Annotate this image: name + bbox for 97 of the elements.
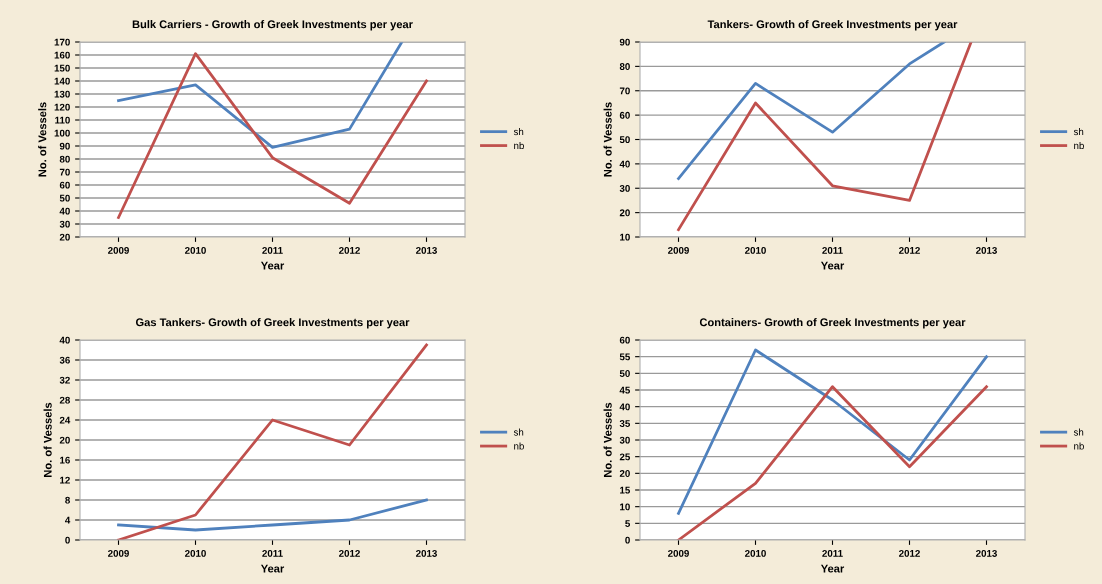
y-tick-label: 40	[59, 336, 70, 344]
y-tick-label: 32	[59, 376, 70, 384]
y-tick-label: 120	[54, 103, 70, 111]
x-tick-label: 2012	[339, 549, 360, 557]
y-tick-label: 24	[59, 416, 71, 424]
chart-title: Bulk Carriers - Growth of Greek Investments per year	[132, 20, 413, 31]
y-tick-label: 60	[619, 111, 630, 119]
y-tick-label: 30	[619, 436, 630, 444]
y-axis-title: No. of Vessels	[603, 402, 612, 477]
y-tick-label: 170	[54, 38, 70, 46]
y-tick-label: 10	[620, 233, 630, 241]
y-tick-label: 30	[619, 184, 630, 192]
x-tick-label: 2012	[339, 246, 360, 254]
y-tick-label: 15	[620, 486, 631, 494]
line-series	[117, 52, 428, 219]
legend-label: nb	[514, 141, 524, 150]
y-tick-label: 16	[60, 456, 70, 464]
x-tick-label: 2011	[262, 549, 283, 557]
x-tick-label: 2013	[416, 549, 437, 557]
x-tick-label: 2011	[822, 549, 843, 557]
y-tick-label: 70	[59, 168, 70, 176]
y-tick-label: 100	[54, 129, 70, 137]
y-tick-label: 110	[55, 116, 70, 124]
x-tick-label: 2011	[262, 246, 283, 254]
x-axis-title: Year	[820, 564, 845, 573]
y-tick-label: 140	[54, 77, 70, 85]
x-axis-title: Year	[820, 261, 845, 270]
x-tick-label: 2010	[745, 549, 766, 557]
x-tick-label: 2011	[822, 246, 843, 254]
y-tick-label: 50	[619, 136, 630, 144]
line-series	[117, 42, 404, 149]
chart-title: Tankers- Growth of Greek Investments per year	[707, 20, 958, 31]
y-tick-label: 20	[619, 209, 630, 217]
y-tick-label: 130	[54, 90, 70, 98]
y-tick-label: 40	[619, 160, 630, 168]
x-tick-label: 2010	[745, 246, 766, 254]
x-tick-label: 2013	[976, 549, 997, 557]
line-series	[677, 42, 973, 232]
y-tick-label: 20	[619, 470, 630, 477]
y-tick-label: 50	[59, 194, 70, 202]
y-tick-label: 70	[619, 87, 630, 95]
chart-title: Containers- Growth of Greek Investments per year	[699, 318, 966, 329]
y-tick-label: 12	[60, 476, 70, 484]
legend-label: nb	[514, 442, 524, 450]
x-tick-label: 2013	[976, 246, 997, 254]
y-tick-label: 10	[620, 503, 630, 511]
y-tick-label: 8	[65, 496, 70, 504]
x-tick-label: 2009	[668, 549, 689, 557]
y-tick-label: 80	[619, 63, 630, 70]
y-axis-title: No. of Vessels	[603, 102, 612, 177]
y-axis-title: No. of Vessels	[43, 402, 52, 477]
x-tick-label: 2012	[899, 549, 920, 557]
legend-label: sh	[513, 128, 524, 136]
legend-label: sh	[1073, 428, 1084, 436]
y-tick-label: 25	[619, 453, 631, 461]
y-tick-label: 50	[619, 370, 630, 377]
line-series	[677, 42, 946, 180]
y-tick-label: 80	[59, 155, 70, 163]
y-tick-label: 150	[54, 64, 70, 72]
y-tick-label: 160	[54, 51, 70, 59]
line-series	[117, 343, 428, 540]
y-tick-label: 90	[59, 142, 70, 150]
y-tick-label: 55	[619, 353, 631, 361]
line-series	[677, 385, 988, 540]
x-tick-label: 2009	[108, 549, 129, 557]
y-tick-label: 4	[65, 516, 71, 524]
chart-title: Gas Tankers- Growth of Greek Investments per year	[135, 318, 410, 329]
legend-label: sh	[1073, 128, 1084, 136]
legend-label: nb	[1074, 442, 1084, 450]
x-tick-label: 2010	[185, 246, 206, 254]
y-tick-label: 30	[59, 220, 70, 228]
x-tick-label: 2013	[416, 246, 437, 254]
y-tick-label: 45	[619, 386, 631, 394]
legend-label: nb	[1074, 141, 1084, 150]
y-tick-label: 35	[619, 420, 631, 427]
y-axis-title: No. of Vessels	[38, 102, 47, 177]
y-tick-label: 40	[59, 207, 70, 215]
y-tick-label: 20	[59, 436, 70, 444]
y-tick-label: 0	[625, 536, 630, 544]
legend-label: sh	[513, 428, 524, 436]
y-tick-label: 60	[619, 336, 630, 344]
x-axis-title: Year	[260, 564, 285, 573]
x-tick-label: 2012	[899, 246, 920, 254]
y-tick-label: 90	[619, 38, 630, 46]
x-tick-label: 2010	[185, 549, 206, 557]
y-tick-label: 0	[65, 536, 70, 544]
y-tick-label: 28	[59, 396, 70, 404]
y-tick-label: 20	[59, 233, 70, 241]
y-tick-label: 5	[625, 520, 631, 527]
y-tick-label: 60	[59, 181, 70, 189]
x-tick-label: 2009	[668, 246, 689, 254]
y-tick-label: 40	[619, 403, 630, 411]
y-tick-label: 36	[59, 356, 70, 364]
x-axis-title: Year	[260, 261, 285, 270]
line-series	[677, 348, 988, 515]
line-series	[117, 498, 428, 532]
x-tick-label: 2009	[108, 246, 129, 254]
